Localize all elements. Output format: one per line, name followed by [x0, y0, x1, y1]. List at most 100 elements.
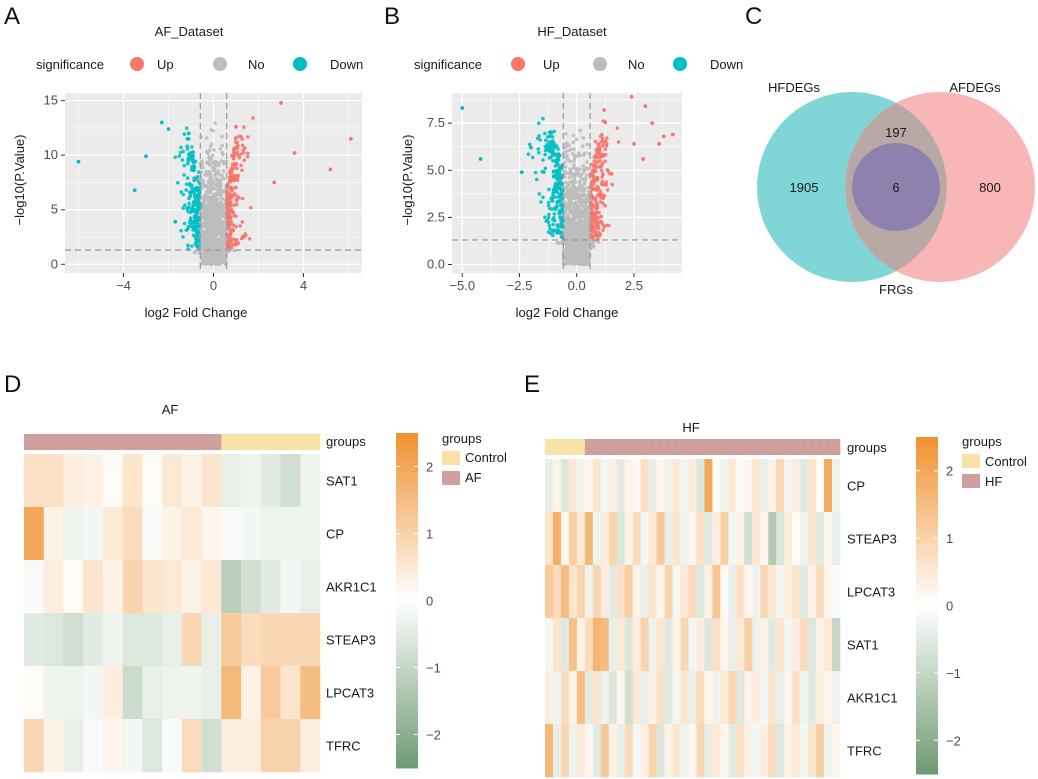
legend-down-swatch — [293, 57, 307, 71]
volcano-point — [593, 211, 598, 216]
heatmap-cell — [201, 560, 222, 614]
heatmap-cell — [201, 719, 222, 773]
volcano-point — [539, 200, 543, 204]
volcano-point — [544, 138, 548, 142]
heatmap-cell — [776, 565, 785, 619]
group-annotation-cell — [784, 439, 793, 455]
volcano-point — [551, 148, 555, 153]
volcano-point — [558, 215, 562, 219]
volcano-point — [577, 204, 581, 209]
colorbar-segment — [396, 673, 418, 680]
heatmap-cell — [83, 666, 104, 720]
heatmap-cell — [545, 565, 554, 619]
heatmap-cell — [584, 724, 594, 778]
volcano-point — [179, 190, 183, 194]
volcano-point — [188, 183, 192, 187]
colorbar-segment — [916, 627, 938, 635]
volcano-point — [568, 167, 572, 172]
heatmap-cell — [744, 618, 753, 672]
heatmap-cell — [632, 459, 641, 513]
heatmap-cell — [102, 560, 123, 614]
volcano-point — [592, 226, 597, 230]
volcano-point — [583, 187, 587, 191]
heatmap-cell — [260, 613, 281, 667]
volcano-point — [605, 136, 609, 140]
heatmap-cell — [808, 618, 817, 672]
heatmap-cell — [545, 618, 554, 672]
group-annotation-cell — [768, 439, 777, 455]
heatmap-cell — [744, 512, 753, 566]
volcano-point — [564, 201, 569, 206]
heatmap-cell — [704, 671, 713, 725]
volcano-point — [573, 247, 578, 252]
colorbar-segment — [916, 667, 938, 674]
volcano-point — [206, 228, 210, 232]
volcano-point — [219, 159, 224, 163]
heatmap-cell — [83, 454, 104, 508]
colorbar-segment — [396, 460, 418, 467]
volcano-point — [234, 197, 238, 202]
volcano-point — [201, 243, 206, 247]
volcano-point — [583, 193, 587, 197]
group-legend-control-swatch — [442, 451, 460, 465]
heatmap-cell — [43, 560, 64, 614]
heatmap-cell — [696, 459, 705, 513]
volcano-point — [582, 181, 587, 186]
volcano-point — [542, 170, 546, 174]
heatmap-cell — [545, 724, 554, 778]
heatmap-cell — [280, 560, 301, 614]
group-annotation-cell — [560, 439, 570, 455]
group-annotation-cell — [102, 434, 123, 450]
colorbar-segment — [396, 650, 418, 657]
group-annotation-cell — [808, 439, 817, 455]
heatmap-cell — [784, 565, 793, 619]
volcano-point — [571, 174, 575, 179]
volcano-point — [592, 181, 596, 186]
heatmap-cell — [720, 671, 729, 725]
volcano-hf-legend: significance Up No Down — [414, 57, 743, 72]
volcano-point — [543, 166, 548, 171]
volcano-point — [221, 189, 226, 193]
volcano-point — [229, 207, 234, 212]
volcano-point — [585, 219, 590, 223]
volcano-point — [565, 215, 570, 219]
heatmap-af-title: AF — [162, 402, 179, 417]
heatmap-cell — [83, 719, 104, 773]
group-annotation-cell — [696, 439, 705, 455]
volcano-point — [220, 143, 224, 148]
volcano-point — [595, 187, 600, 192]
volcano-hf-title: HF_Dataset — [537, 24, 607, 39]
heatmap-cell — [680, 512, 689, 566]
heatmap-cell — [608, 724, 618, 778]
colorbar-segment — [916, 481, 938, 489]
heatmap-cell — [142, 613, 163, 667]
volcano-point — [212, 168, 216, 172]
heatmap-cell — [63, 666, 84, 720]
colorbar-segment — [396, 701, 418, 708]
group-legend-af-swatch — [442, 471, 460, 485]
volcano-point — [572, 180, 577, 185]
volcano-point — [183, 203, 187, 207]
volcano-point — [533, 170, 538, 175]
volcano-point — [190, 164, 194, 169]
volcano-point — [208, 189, 212, 193]
group-annotation-cell — [545, 439, 554, 455]
volcano-point — [184, 188, 188, 192]
volcano-point — [292, 151, 297, 155]
volcano-point — [600, 179, 605, 184]
heatmap-cell — [592, 618, 602, 672]
volcano-point — [235, 146, 240, 150]
colorbar-segment — [916, 706, 938, 713]
volcano-point — [213, 212, 217, 216]
volcano-point — [234, 214, 238, 219]
volcano-point — [478, 157, 483, 161]
volcano-point — [577, 154, 582, 158]
volcano-point — [592, 219, 596, 224]
heatmap-cell — [736, 618, 745, 672]
heatmap-cell — [728, 565, 737, 619]
volcano-point — [195, 205, 200, 209]
volcano-point — [219, 203, 223, 208]
heatmap-cell — [736, 671, 745, 725]
heatmap-cell — [800, 512, 809, 566]
volcano-point — [567, 175, 572, 180]
